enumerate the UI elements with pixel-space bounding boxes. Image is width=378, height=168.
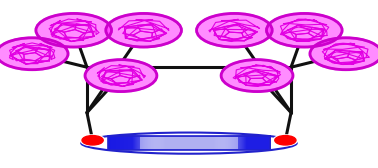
- Circle shape: [85, 60, 157, 92]
- Circle shape: [36, 13, 112, 47]
- Circle shape: [197, 13, 272, 47]
- Circle shape: [106, 13, 181, 47]
- Circle shape: [0, 38, 68, 70]
- Circle shape: [310, 38, 378, 70]
- Circle shape: [310, 38, 378, 70]
- Circle shape: [81, 135, 105, 146]
- Circle shape: [221, 60, 293, 92]
- Circle shape: [266, 13, 342, 47]
- Circle shape: [273, 135, 297, 146]
- Circle shape: [197, 13, 272, 47]
- Circle shape: [266, 13, 342, 47]
- Circle shape: [0, 38, 68, 70]
- Circle shape: [85, 60, 157, 92]
- Bar: [108, 136, 270, 150]
- Circle shape: [106, 13, 181, 47]
- Bar: [108, 136, 270, 150]
- Bar: [140, 137, 238, 149]
- Circle shape: [82, 136, 103, 145]
- Circle shape: [275, 136, 296, 145]
- Circle shape: [221, 60, 293, 92]
- Circle shape: [36, 13, 112, 47]
